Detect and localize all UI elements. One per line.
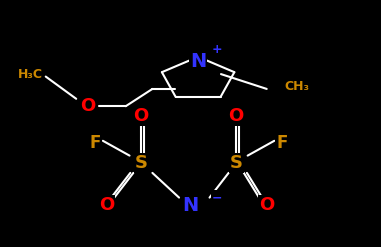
- Text: O: O: [259, 196, 274, 214]
- Text: F: F: [276, 134, 288, 152]
- Text: −: −: [212, 191, 223, 204]
- Text: +: +: [212, 43, 223, 56]
- Text: F: F: [90, 134, 101, 152]
- Text: O: O: [80, 97, 95, 115]
- Text: N: N: [182, 196, 199, 214]
- Text: H₃C: H₃C: [18, 68, 43, 81]
- Text: S: S: [230, 154, 243, 172]
- Text: O: O: [133, 107, 149, 125]
- Text: CH₃: CH₃: [285, 80, 310, 93]
- Text: O: O: [99, 196, 114, 214]
- Text: S: S: [134, 154, 147, 172]
- Text: O: O: [229, 107, 244, 125]
- Text: N: N: [190, 52, 206, 71]
